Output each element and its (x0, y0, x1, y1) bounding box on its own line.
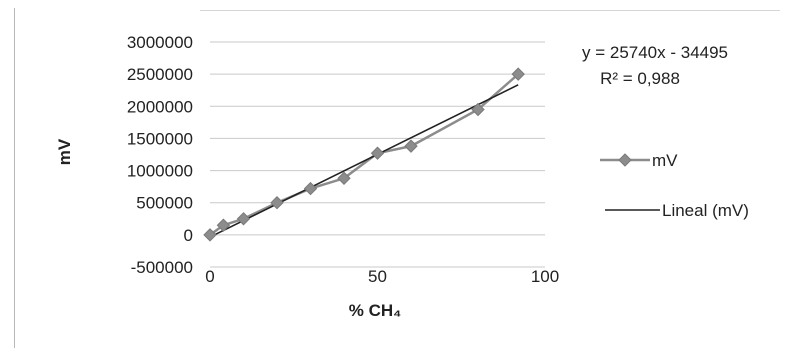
x-tick-labels: 0 50 100 (205, 267, 559, 286)
y-tick-label: 3000000 (127, 33, 193, 52)
x-tick-label: 0 (205, 267, 214, 286)
legend: mV Lineal (mV) (600, 151, 749, 220)
grid-lines (210, 41, 545, 268)
frame-top-border (200, 10, 780, 11)
x-axis-title: % CH₄ (349, 301, 402, 320)
frame-left-border (14, 8, 15, 348)
legend-lineal-label: Lineal (mV) (662, 201, 749, 220)
data-point (203, 228, 217, 242)
data-point (303, 181, 318, 196)
trendline-lineal-mv (209, 84, 519, 238)
y-tick-label: -500000 (131, 258, 193, 277)
data-point (216, 218, 231, 232)
legend-mv-label: mV (652, 151, 678, 170)
x-tick-label: 100 (531, 267, 559, 286)
trendline-equation: y = 25740x - 34495 (582, 43, 728, 62)
legend-mv-marker (618, 153, 632, 167)
data-point (511, 67, 525, 81)
data-point (471, 102, 485, 117)
series-layer (203, 67, 525, 242)
y-tick-label: 2500000 (127, 65, 193, 84)
y-tick-label: 1500000 (127, 129, 193, 148)
y-tick-label: 0 (184, 226, 193, 245)
y-axis-title: mV (55, 138, 74, 165)
data-point (404, 139, 418, 153)
series-mv-line (209, 73, 520, 236)
data-point (270, 196, 284, 210)
y-tick-labels: 3000000 2500000 2000000 1500000 1000000 50000… (127, 33, 193, 277)
y-tick-label: 1000000 (127, 162, 193, 181)
data-point (236, 212, 251, 226)
x-tick-label: 50 (368, 267, 387, 286)
trendline-r-squared: R² = 0,988 (600, 69, 680, 88)
data-point (370, 146, 385, 160)
data-point (337, 171, 351, 185)
y-tick-label: 500000 (136, 194, 193, 213)
y-tick-label: 2000000 (127, 97, 193, 116)
